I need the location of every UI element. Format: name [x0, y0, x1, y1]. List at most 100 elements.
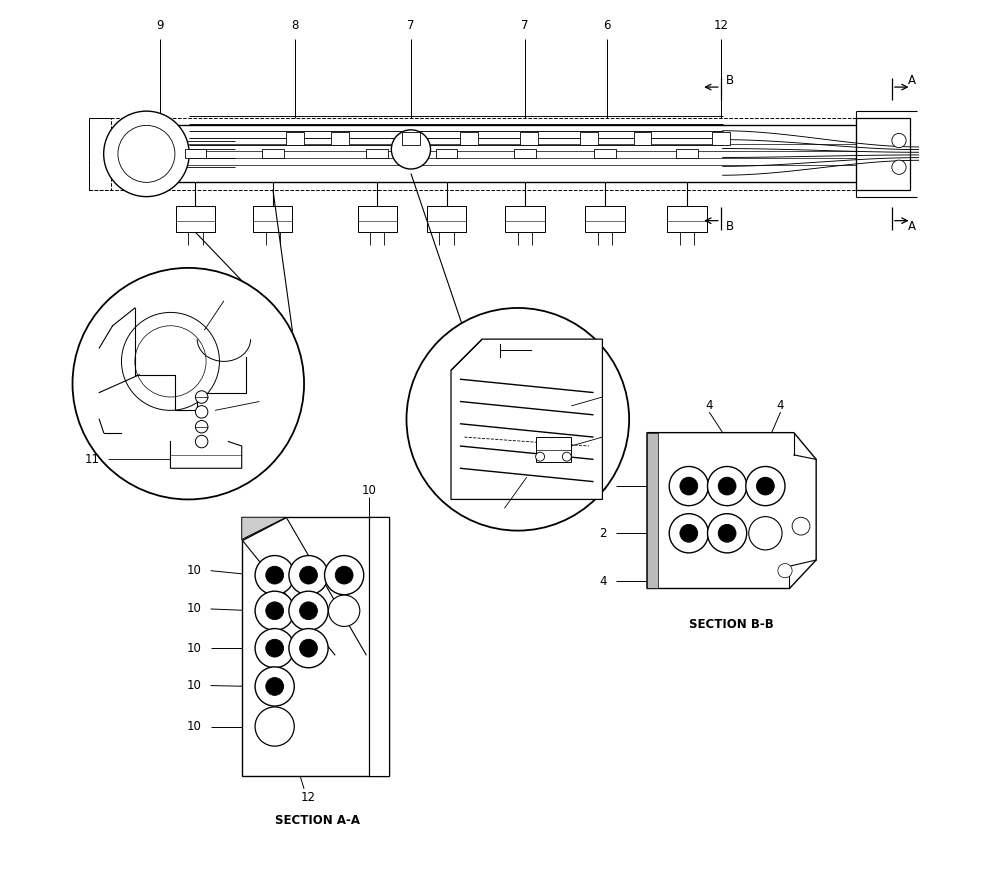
Text: 10: 10	[187, 720, 202, 733]
Circle shape	[300, 640, 317, 657]
Bar	[176, 205, 215, 232]
Circle shape	[892, 134, 906, 148]
Bar	[676, 150, 698, 159]
Bar	[402, 132, 420, 145]
Bar	[89, 119, 111, 189]
Circle shape	[255, 556, 294, 595]
Text: B: B	[726, 220, 734, 234]
Bar	[185, 150, 206, 159]
Circle shape	[708, 514, 747, 553]
Text: 12: 12	[713, 19, 728, 32]
Polygon shape	[451, 339, 602, 500]
Circle shape	[255, 667, 294, 706]
Circle shape	[135, 326, 206, 397]
Text: 9: 9	[156, 19, 164, 32]
Circle shape	[195, 406, 208, 418]
Text: 11: 11	[497, 511, 512, 524]
Bar	[89, 119, 890, 189]
Circle shape	[266, 640, 284, 657]
Text: 10: 10	[362, 484, 377, 497]
Text: 6: 6	[603, 19, 611, 32]
Bar	[536, 437, 571, 462]
Circle shape	[680, 477, 698, 495]
Text: 10: 10	[187, 564, 202, 577]
Circle shape	[118, 126, 175, 182]
Text: SECTION B-B: SECTION B-B	[689, 617, 774, 631]
Bar	[856, 119, 910, 189]
Circle shape	[708, 467, 747, 506]
Bar	[262, 150, 284, 159]
Text: A: A	[907, 74, 915, 87]
Text: B: B	[726, 74, 734, 87]
Circle shape	[335, 566, 353, 584]
Bar	[460, 132, 478, 145]
Circle shape	[195, 435, 208, 448]
Circle shape	[406, 308, 629, 531]
Circle shape	[73, 268, 304, 500]
Bar	[520, 132, 538, 145]
Bar	[369, 517, 389, 775]
Text: 8: 8	[291, 19, 299, 32]
Circle shape	[680, 524, 698, 542]
Circle shape	[289, 629, 328, 668]
Bar	[594, 150, 616, 159]
Circle shape	[778, 564, 792, 578]
Circle shape	[104, 112, 189, 196]
Circle shape	[121, 312, 219, 410]
Bar	[712, 132, 730, 145]
Polygon shape	[242, 517, 286, 540]
Circle shape	[718, 477, 736, 495]
Bar	[580, 132, 598, 145]
Bar	[286, 132, 304, 145]
Text: SECTION A-A: SECTION A-A	[275, 814, 360, 827]
Circle shape	[255, 629, 294, 668]
Text: 1: 1	[264, 395, 271, 408]
Circle shape	[328, 595, 360, 626]
Circle shape	[718, 524, 736, 542]
Circle shape	[195, 391, 208, 403]
Circle shape	[792, 517, 810, 535]
Circle shape	[289, 556, 328, 595]
Circle shape	[266, 566, 284, 584]
Circle shape	[266, 678, 284, 696]
Text: 11: 11	[231, 293, 246, 306]
Polygon shape	[242, 517, 389, 775]
Circle shape	[255, 591, 294, 631]
Text: 3: 3	[599, 480, 607, 492]
Bar	[427, 205, 466, 232]
Text: 7: 7	[407, 19, 415, 32]
Circle shape	[746, 467, 785, 506]
Bar	[358, 205, 397, 232]
Bar	[331, 132, 349, 145]
Text: 10: 10	[187, 679, 202, 692]
Circle shape	[892, 160, 906, 174]
Bar	[647, 433, 658, 589]
Circle shape	[325, 556, 364, 595]
Text: 7: 7	[521, 19, 529, 32]
Bar	[505, 205, 545, 232]
Circle shape	[749, 516, 782, 550]
Text: 2: 2	[599, 527, 607, 540]
Circle shape	[391, 130, 431, 169]
Circle shape	[289, 591, 328, 631]
Circle shape	[195, 420, 208, 433]
Text: 4: 4	[706, 400, 713, 412]
Text: 10: 10	[187, 641, 202, 655]
Circle shape	[266, 602, 284, 620]
Text: 4: 4	[777, 400, 784, 412]
Text: 4: 4	[599, 574, 607, 588]
Circle shape	[669, 467, 708, 506]
Bar	[436, 150, 457, 159]
Circle shape	[300, 566, 317, 584]
Circle shape	[562, 452, 571, 461]
Circle shape	[255, 707, 294, 746]
Bar	[634, 132, 651, 145]
Text: 12: 12	[301, 791, 316, 805]
Circle shape	[300, 602, 317, 620]
Polygon shape	[647, 433, 816, 589]
Bar	[585, 205, 625, 232]
Circle shape	[756, 477, 774, 495]
Circle shape	[536, 452, 545, 461]
Text: 11: 11	[607, 391, 622, 403]
Text: 11: 11	[84, 453, 99, 466]
